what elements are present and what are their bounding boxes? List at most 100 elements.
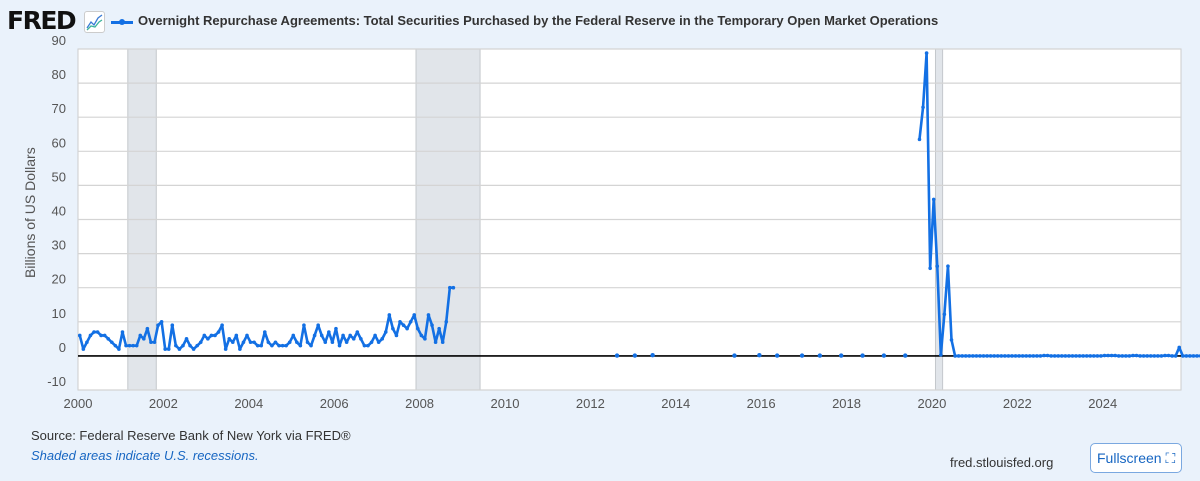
fullscreen-icon: ⛶ (1165, 450, 1176, 466)
chart-title[interactable]: Overnight Repurchase Agreements: Total S… (138, 13, 939, 28)
data-point (351, 337, 356, 341)
data-point (316, 323, 320, 328)
data-point (448, 285, 452, 290)
data-point (117, 347, 121, 351)
data-point (903, 353, 908, 358)
data-point (1113, 353, 1117, 358)
y-tick-label: 10 (52, 306, 66, 321)
data-point (1116, 354, 1121, 358)
data-point (373, 333, 377, 338)
data-point (1127, 354, 1132, 358)
data-point (1027, 354, 1032, 358)
data-point (1067, 354, 1071, 358)
data-point (287, 340, 292, 345)
legend-line-icon (111, 19, 133, 25)
data-point (131, 343, 135, 348)
data-point (444, 320, 449, 324)
fullscreen-button[interactable]: Fullscreen ⛶ (1090, 443, 1183, 473)
data-point (195, 343, 199, 348)
data-point (1038, 354, 1043, 358)
data-point (202, 333, 207, 338)
data-point (1156, 354, 1160, 358)
data-point (113, 343, 118, 348)
data-point (1052, 354, 1057, 358)
data-point (241, 340, 246, 345)
data-point (344, 340, 349, 345)
data-point (1184, 354, 1189, 358)
series-line (78, 286, 454, 351)
data-point (398, 320, 402, 324)
data-point (376, 340, 381, 345)
data-point (1177, 345, 1182, 350)
x-tick-label: 2016 (747, 396, 776, 411)
data-point (102, 333, 107, 338)
graph-icon (84, 11, 105, 33)
data-point (156, 323, 160, 328)
data-point (974, 354, 979, 358)
data-point (323, 340, 328, 345)
data-point (380, 337, 385, 341)
data-point (1035, 354, 1039, 358)
data-point (632, 353, 638, 358)
data-point (1148, 354, 1153, 358)
data-point (942, 312, 947, 317)
data-point (946, 264, 950, 269)
data-point (1131, 353, 1135, 358)
data-point (262, 330, 267, 334)
data-point (127, 343, 132, 348)
data-point (978, 354, 982, 358)
data-point (423, 337, 427, 341)
data-point (1180, 354, 1185, 358)
data-point (1020, 354, 1025, 358)
source-text: Source: Federal Reserve Bank of New York… (31, 428, 351, 443)
data-point (206, 337, 210, 341)
data-point (985, 354, 989, 358)
data-point (931, 197, 936, 202)
data-point (391, 326, 395, 331)
data-point (191, 347, 196, 351)
data-point (1088, 354, 1093, 358)
data-point (774, 353, 780, 358)
data-point (1191, 354, 1196, 358)
data-point (138, 333, 143, 338)
data-point (319, 333, 324, 338)
data-point (184, 337, 189, 341)
data-point (1159, 354, 1164, 358)
data-point (1074, 354, 1078, 358)
data-point (1188, 354, 1192, 358)
data-point (405, 326, 409, 331)
data-point (259, 343, 264, 348)
data-point (430, 323, 434, 328)
data-point (981, 354, 986, 358)
fred-logo[interactable]: FRED (7, 6, 77, 35)
data-point (334, 326, 338, 331)
data-point (971, 354, 975, 358)
x-tick-label: 2020 (917, 396, 946, 411)
x-tick-label: 2022 (1003, 396, 1032, 411)
data-point (305, 340, 310, 345)
data-point (956, 354, 961, 358)
y-tick-label: 50 (52, 169, 66, 184)
data-point (81, 347, 86, 351)
data-point (88, 333, 93, 338)
data-point (248, 340, 253, 345)
data-point (280, 343, 285, 348)
data-point (220, 323, 224, 328)
data-point (181, 343, 185, 348)
x-tick-label: 2004 (234, 396, 263, 411)
x-tick-label: 2018 (832, 396, 861, 411)
data-point (387, 313, 392, 317)
data-point (839, 353, 844, 358)
data-point (967, 354, 972, 358)
data-point (1173, 354, 1178, 358)
data-point (1141, 354, 1146, 358)
data-point (1081, 354, 1085, 358)
data-point (362, 343, 367, 348)
data-point (437, 326, 441, 331)
data-point (1013, 354, 1018, 358)
data-point (366, 343, 370, 348)
data-point (270, 343, 274, 348)
site-link[interactable]: fred.stlouisfed.org (950, 455, 1054, 470)
data-point (1106, 353, 1110, 358)
data-point (1010, 354, 1014, 358)
